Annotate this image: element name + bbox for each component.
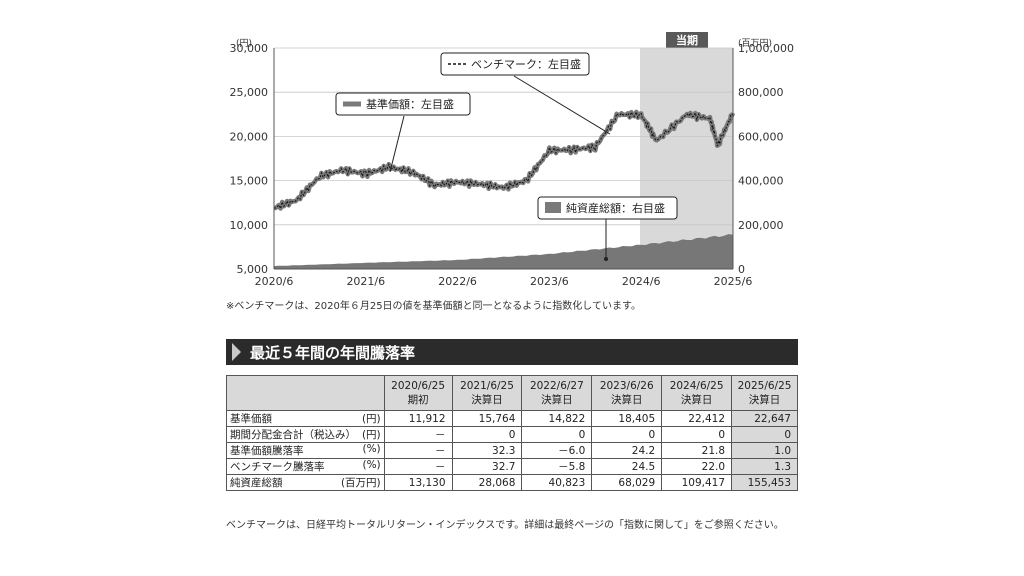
chart-footnote: ※ベンチマークは、2020年６月25日の値を基準価額と同一となるように指数化して… — [226, 301, 641, 312]
net-assets-area-path — [274, 234, 733, 269]
table-row: ベンチマーク騰落率 (%) － 32.7 －5.8 24.5 22.0 1.3 — [226, 458, 798, 475]
annual-return-table: 2020/6/25 期初 2021/6/25 決算日 2022/6/27 決算日 20… — [226, 375, 798, 491]
left-axis-unit: (円) — [236, 38, 252, 49]
table-header-cell: 2023/6/26 決算日 — [591, 375, 663, 411]
section-header: 最近５年間の年間騰落率 — [226, 339, 798, 365]
left-tick-label: 15,000 — [230, 175, 269, 188]
table-header-cell: 2024/6/25 決算日 — [661, 375, 733, 411]
current-period-tab — [666, 32, 708, 48]
assets-legend-swatch — [545, 202, 561, 213]
assets-legend-box — [537, 196, 678, 220]
x-tick-labels: 2020/6 2021/6 2022/6 2023/6 2024/6 2025/6 — [255, 275, 753, 288]
table-header-cell: 2021/6/25 決算日 — [451, 375, 523, 411]
left-tick-label: 25,000 — [230, 86, 269, 99]
bottom-footnote: ベンチマークは、日経平均トータルリターン・インデックスです。詳細は最終ページの「… — [226, 520, 784, 531]
x-tick-label: 2020/6 — [255, 275, 294, 288]
grid-lines — [274, 47, 733, 226]
current-period-label: 当期 — [676, 33, 698, 47]
right-tick-label: 400,000 — [738, 175, 784, 188]
x-tick-label: 2023/6 — [530, 275, 569, 288]
table-row: 基準価額騰落率 (%) － 32.3 －6.0 24.2 21.8 1.0 — [226, 442, 798, 459]
table-row: 期間分配金合計（税込み） (円) － 0 0 0 0 0 — [226, 426, 798, 443]
right-tick-label: 0 — [738, 263, 745, 276]
table-header-cell: 2022/6/27 決算日 — [521, 375, 593, 411]
nav-legend-box — [335, 92, 471, 116]
assets-callout-dot — [604, 257, 608, 261]
right-tick-label: 600,000 — [738, 130, 784, 143]
table-row: 基準価額 (円) 11,912 15,764 14,822 18,405 22,412 22… — [226, 410, 798, 427]
right-tick-label: 800,000 — [738, 86, 784, 99]
x-tick-label: 2025/6 — [714, 275, 753, 288]
current-period-shade — [640, 48, 733, 269]
net-assets-area — [274, 234, 733, 269]
x-tick-label: 2022/6 — [438, 275, 477, 288]
left-tick-label: 20,000 — [230, 130, 269, 143]
benchmark-legend-box — [440, 52, 590, 76]
performance-chart: 当期 (円) (百万円) 30,000 25,000 20,000 15,000 10,… — [230, 32, 794, 288]
benchmark-callout-line — [513, 75, 611, 135]
benchmark-legend-label: ベンチマーク：左目盛 — [471, 57, 581, 71]
nav-callout-line — [389, 115, 405, 173]
table-header-cell: 2020/6/25 期初 — [383, 375, 453, 411]
right-tick-label: 200,000 — [738, 219, 784, 232]
table-header-blank — [226, 375, 385, 411]
x-tick-label: 2024/6 — [622, 275, 661, 288]
nav-legend-label: 基準価額：左目盛 — [366, 97, 454, 111]
assets-legend-label: 純資産総額：右目盛 — [566, 201, 665, 215]
x-tick-label: 2021/6 — [346, 275, 385, 288]
table-header-cell: 2025/6/25 決算日 — [731, 375, 798, 411]
nav-line — [273, 109, 736, 211]
section-title: 最近５年間の年間騰落率 — [250, 344, 416, 362]
right-tick-labels: 1,000,000 800,000 600,000 400,000 200,000 0 — [738, 42, 794, 276]
left-tick-label: 5,000 — [237, 263, 269, 276]
table-row: 純資産総額 (百万円) 13,130 28,068 40,823 68,029 109,4… — [226, 474, 798, 491]
left-tick-labels: 30,000 25,000 20,000 15,000 10,000 5,000 — [230, 42, 269, 276]
right-axis-unit: (百万円) — [738, 38, 772, 49]
left-tick-label: 10,000 — [230, 219, 269, 232]
chevron-right-icon — [232, 343, 241, 361]
table-header-row: 2020/6/25 期初 2021/6/25 決算日 2022/6/27 決算日 20… — [226, 375, 798, 411]
benchmark-line-path — [273, 110, 734, 210]
right-tick-label: 1,000,000 — [738, 42, 794, 55]
left-tick-label: 30,000 — [230, 42, 269, 55]
